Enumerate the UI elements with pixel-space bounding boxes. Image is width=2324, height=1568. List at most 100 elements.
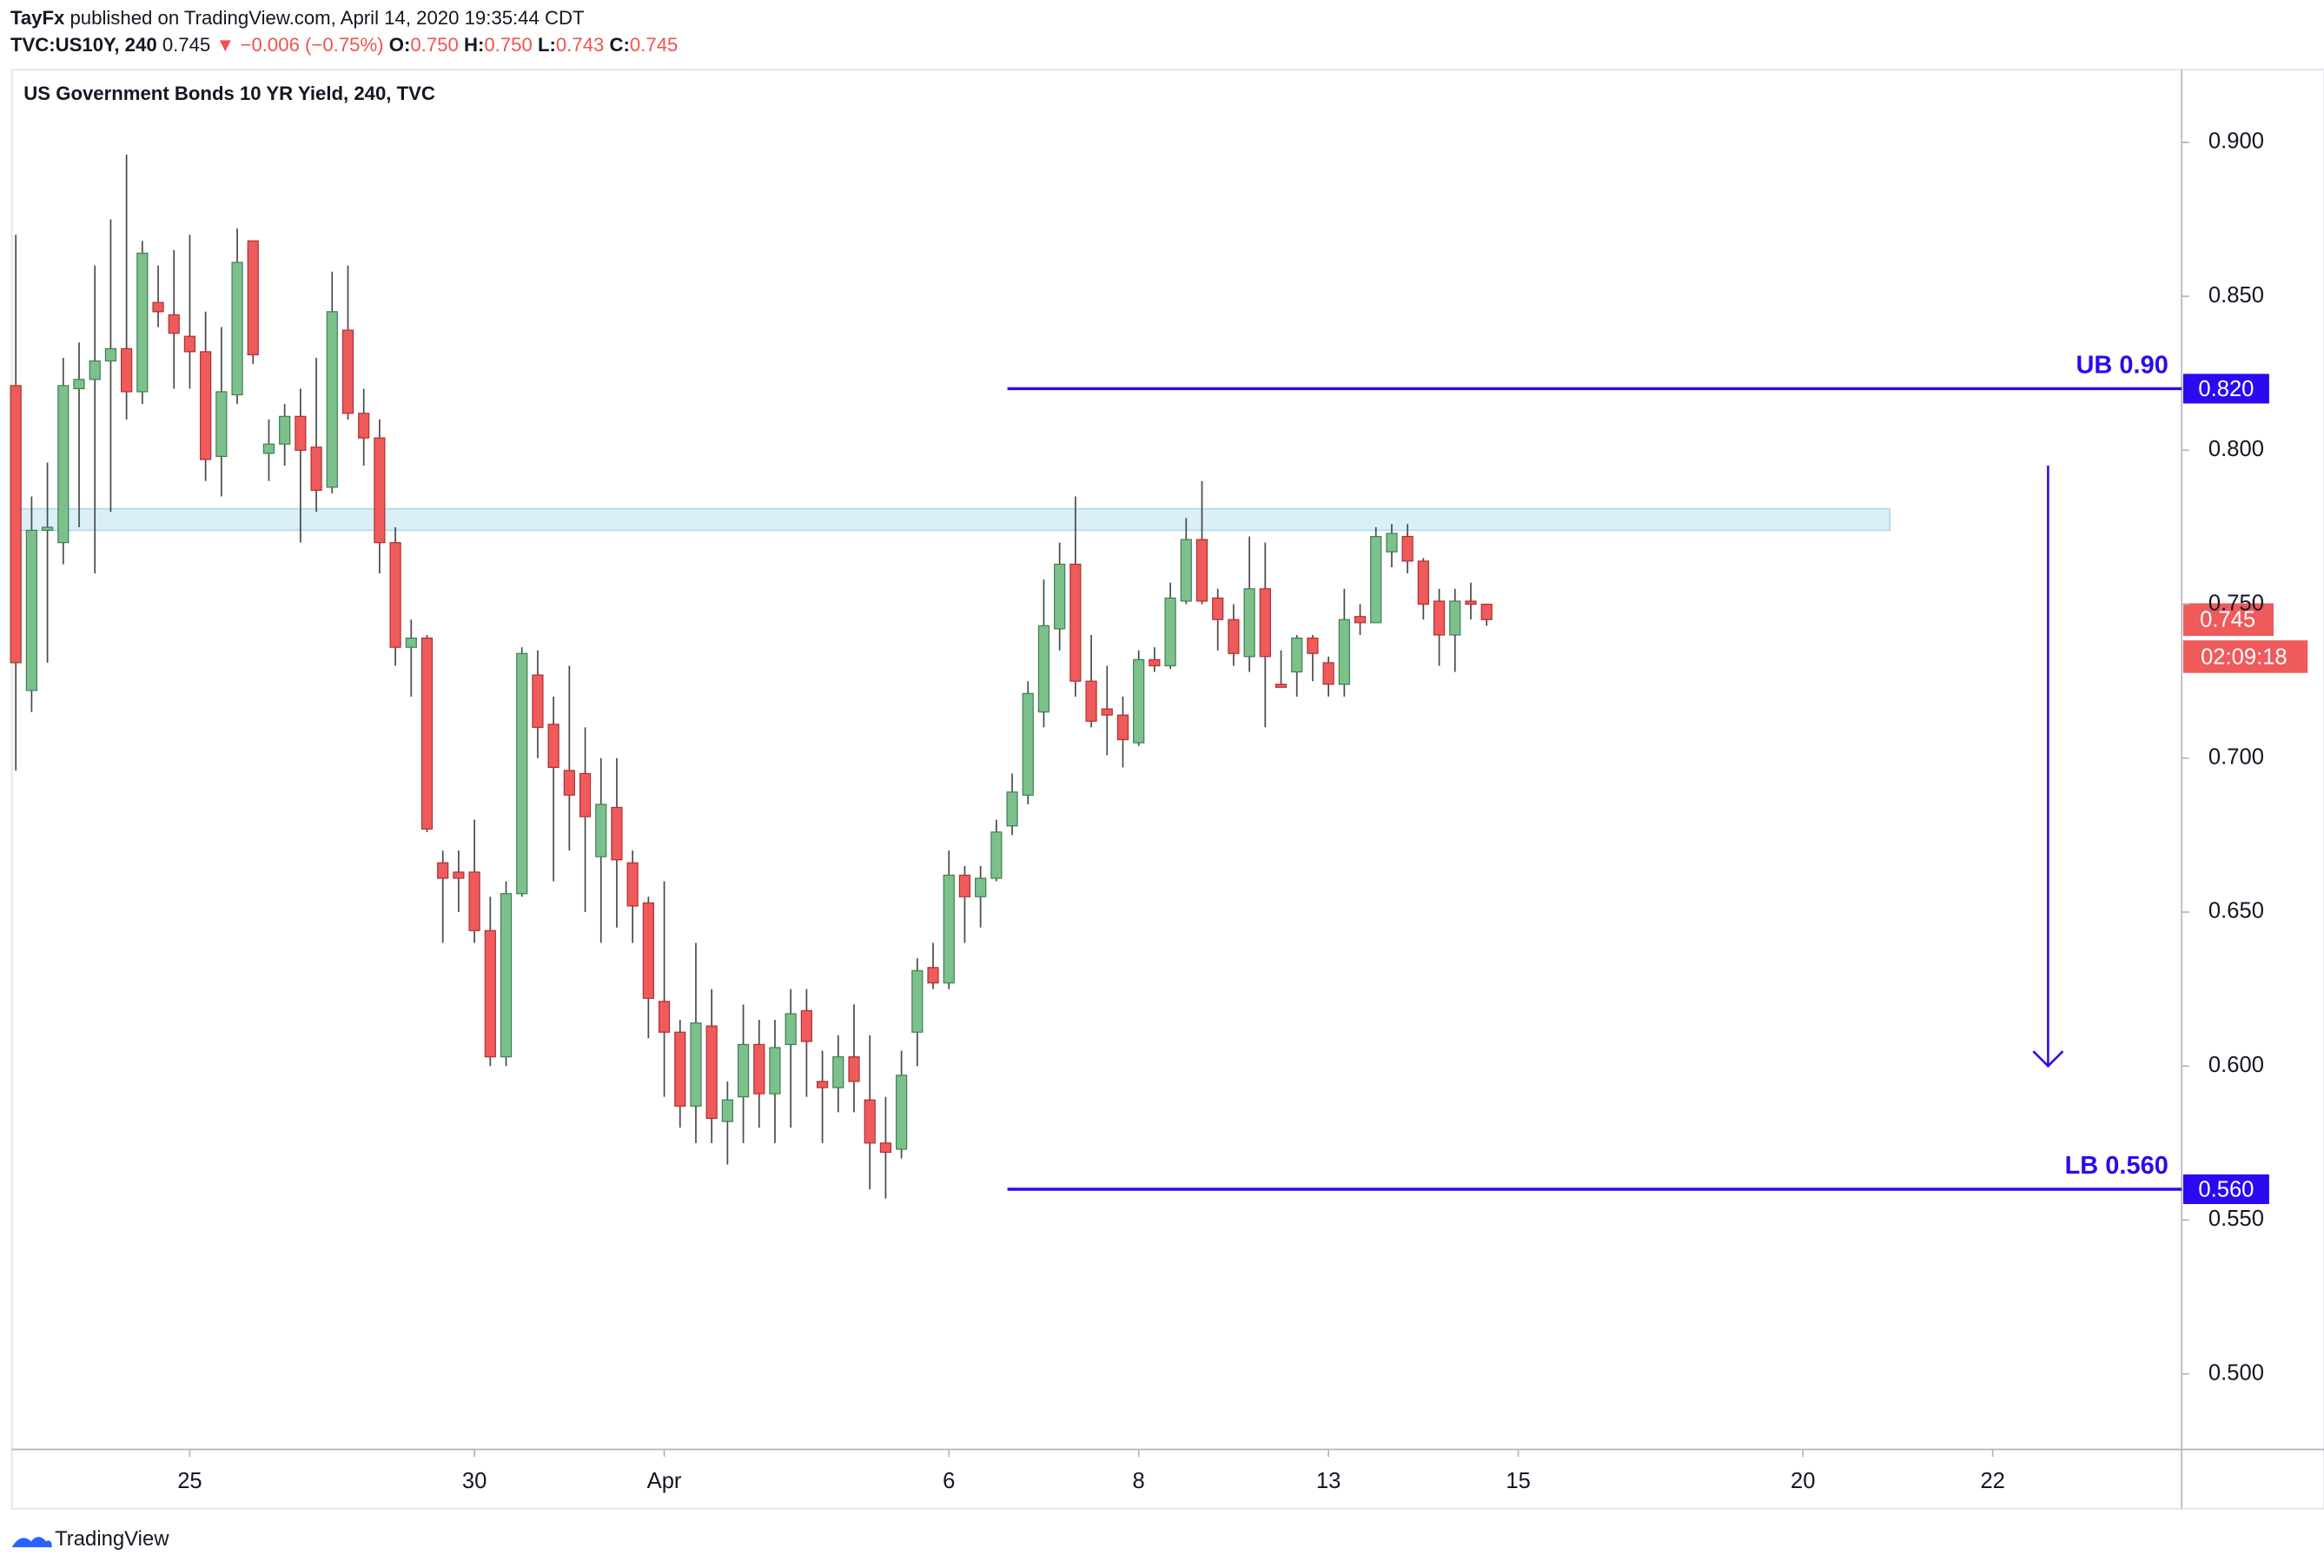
candle-body — [1243, 588, 1255, 658]
candle-body — [800, 1009, 812, 1042]
last-price: 0.745 — [162, 34, 210, 56]
candle-body — [10, 385, 22, 664]
candle-body — [769, 1047, 781, 1095]
candle-body — [1465, 600, 1477, 605]
candle-body — [73, 379, 85, 390]
candle-body — [1275, 684, 1288, 688]
arrow-head — [2032, 1050, 2064, 1068]
y-tick-label: 0.750 — [2208, 591, 2264, 615]
candle-body — [785, 1013, 797, 1045]
candle-body — [42, 526, 54, 532]
candle-body — [200, 351, 212, 460]
overlay: UB 0.90 0.820 LB 0.560 0.560 0.745 02:09:18 — [1007, 351, 2308, 1205]
candle-body — [532, 674, 544, 728]
footer-bar — [0, 1512, 2324, 1568]
candle-body — [1354, 616, 1367, 624]
candle-body — [816, 1081, 829, 1088]
candle-body — [927, 967, 939, 984]
candle-body — [753, 1043, 765, 1095]
candle-body — [1480, 603, 1493, 620]
candle-body — [500, 893, 513, 1058]
footer-brand: TradingView — [55, 1527, 169, 1551]
candle-body — [943, 874, 955, 984]
candle-body — [975, 877, 987, 897]
level-tag-label: 0.560 — [2198, 1177, 2254, 1201]
candle-body — [1433, 600, 1446, 636]
candle-body — [958, 874, 971, 897]
candle-body — [453, 871, 465, 879]
candle-body — [468, 871, 480, 931]
change: ▼ −0.006 (−0.75%) — [215, 34, 383, 56]
x-tick-label: 6 — [943, 1469, 955, 1493]
candle-body — [420, 637, 434, 830]
x-tick-label: Apr — [647, 1469, 682, 1493]
ohlc-label: O: — [389, 34, 411, 56]
candle-body — [310, 447, 322, 491]
level-tag — [2182, 374, 2269, 404]
candle-body — [1116, 714, 1129, 741]
candle-body — [1417, 560, 1429, 605]
candle-body — [579, 772, 592, 817]
candle-body — [295, 415, 307, 451]
candle-body — [341, 329, 354, 414]
chart-frame — [10, 69, 2324, 1510]
candle-body — [1133, 658, 1145, 744]
candle-body — [658, 1001, 671, 1033]
candle-body — [262, 443, 275, 454]
candle-body — [152, 301, 164, 313]
x-tick-label: 25 — [177, 1469, 202, 1493]
candle-body — [136, 252, 149, 393]
candle-body — [358, 413, 370, 439]
chart-title: US Government Bonds 10 YR Yield, 240, TV… — [23, 83, 435, 104]
candle-body — [832, 1055, 844, 1088]
candle-body — [1307, 637, 1319, 654]
candle-body — [1006, 791, 1018, 827]
candle-body — [1149, 658, 1161, 667]
plot-area — [10, 155, 1891, 1199]
candle-body — [674, 1031, 686, 1107]
candle-body — [626, 862, 639, 907]
candle-body — [721, 1099, 733, 1122]
candle-body — [1069, 563, 1082, 682]
candle-body — [1037, 625, 1050, 713]
candle-body — [1228, 619, 1240, 654]
y-tick-label: 0.550 — [2208, 1207, 2264, 1231]
candle-body — [547, 724, 559, 768]
candle-body — [168, 314, 180, 334]
candle-body — [215, 391, 228, 457]
x-tick-label: 30 — [462, 1469, 487, 1493]
candle-body — [1164, 597, 1176, 667]
candle-body — [911, 969, 924, 1033]
candle-body — [231, 261, 243, 396]
candle-body — [247, 240, 259, 356]
publisher-name: TayFx — [10, 7, 65, 29]
quote-line: TVC:US10Y, 240 0.745 ▼ −0.006 (−0.75%) O… — [10, 34, 678, 56]
candle-body — [183, 335, 196, 353]
level-tag — [2182, 1174, 2269, 1205]
candle-body — [1370, 535, 1382, 624]
candle-body — [1212, 597, 1224, 620]
x-tick-label: 22 — [1980, 1469, 2004, 1493]
ohlc-value: 0.750 — [410, 34, 458, 56]
candle-body — [737, 1043, 750, 1098]
candle-body — [437, 862, 449, 879]
x-tick-label: 13 — [1316, 1469, 1341, 1493]
ohlc-label: H: — [464, 34, 484, 56]
publisher-text: published on TradingView.com, April 14, … — [70, 7, 584, 29]
resistance-zone — [10, 507, 1891, 532]
candle-body — [642, 902, 654, 999]
y-tick-label: 0.500 — [2208, 1360, 2264, 1385]
candle-body — [1386, 533, 1398, 552]
candle-body — [1101, 708, 1113, 716]
candle-body — [484, 930, 496, 1058]
y-tick-label: 0.650 — [2208, 899, 2264, 923]
candle-body — [1259, 588, 1271, 658]
symbol: TVC:US10Y, 240 — [10, 34, 157, 56]
candle-body — [1022, 692, 1034, 796]
level-tag-label: 0.820 — [2198, 377, 2254, 401]
candle-body — [374, 437, 386, 544]
candle-body — [864, 1099, 876, 1144]
level-name: UB 0.90 — [2076, 351, 2168, 379]
